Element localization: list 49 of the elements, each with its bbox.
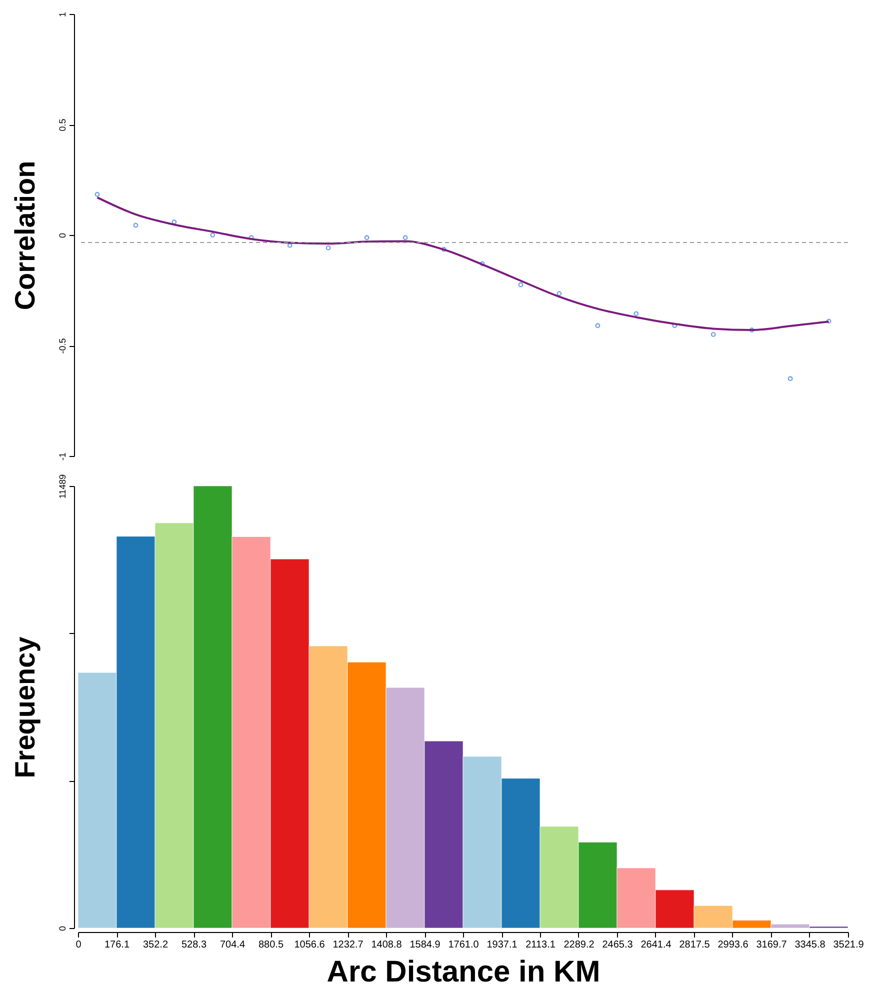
x-tick-label: 1584.9 [410,940,441,950]
x-tick-label: 880.5 [258,940,284,950]
x-tick-label: 1056.6 [294,940,326,950]
x-tick-label: 2641.4 [640,940,672,950]
y-axis-title: Correlation [10,160,40,310]
point [94,192,100,197]
y-tick-label: 1 [58,12,68,18]
point [749,328,754,332]
x-tick-label: 1937.1 [486,940,518,950]
line-series [96,196,830,332]
x-tick-label: 176.1 [104,940,130,950]
y-tick-label: 11489 [58,474,68,499]
y-tick-label: 0 [58,232,68,238]
x-tick-label: 704.4 [220,940,246,950]
point [172,219,177,224]
x-tick-label: 3169.7 [756,940,788,950]
x-axis-title: Arc Distance in KM [326,956,600,988]
x-tick-label: 3345.8 [794,940,826,950]
x-tick-label: 0 [76,940,82,950]
x-tick-label: 2289.2 [564,940,595,950]
point [710,332,716,337]
y-tick-label: -0.5 [58,338,68,354]
point [133,222,138,228]
point [518,282,524,288]
x-tick-label: 2993.6 [718,940,749,950]
x-tick-label: 2465.3 [602,940,634,950]
x-tick-label: 2817.5 [679,940,710,950]
point [480,261,485,266]
point [441,246,446,252]
point [364,235,370,240]
point [326,245,331,250]
y-tick-label: 0.5 [58,118,68,132]
point [634,311,639,316]
point [826,318,832,324]
x-tick-label: 1408.8 [371,940,402,950]
y-axis-title: Frequency [10,636,40,778]
x-tick-label: 352.2 [142,940,168,950]
point [556,291,562,296]
y-tick-label: -1 [58,452,68,461]
point [210,232,216,238]
point [595,323,600,328]
point [402,235,408,240]
x-tick-label: 3521.9 [833,940,864,950]
x-tick-label: 2113.1 [526,940,556,950]
x-tick-label: 1232.7 [332,940,364,950]
y-tick-label: 0 [58,926,68,932]
point [788,376,793,382]
x-tick-label: 528.3 [181,940,207,950]
x-tick-label: 1761.0 [448,940,480,950]
